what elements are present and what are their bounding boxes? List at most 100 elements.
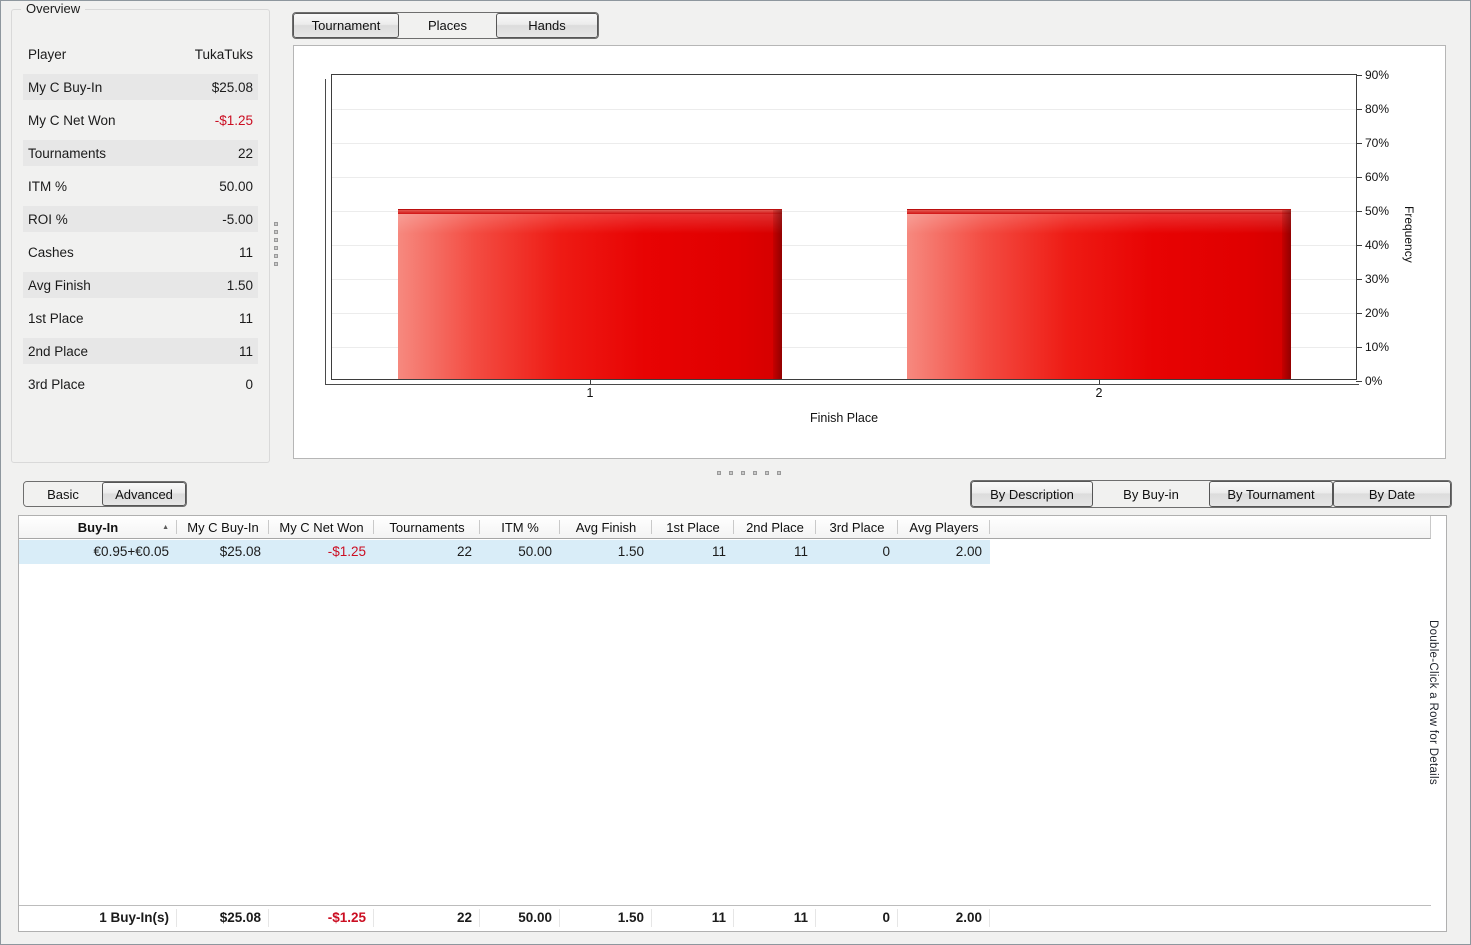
overview-stats-list: Player TukaTuks My C Buy-In $25.08 My C Net …: [23, 41, 258, 404]
finish-place-bar-chart: Finish Place 0% 10% 20% 30% 40% 50% 60% 70% 80% 9…: [325, 68, 1389, 425]
column-header-my-c-net-won[interactable]: My C Net Won: [269, 516, 374, 538]
overview-row-label: Player: [28, 46, 67, 62]
y-axis-tick-label: 90%: [1365, 68, 1390, 82]
overview-row: My C Net Won -$1.25: [23, 107, 258, 133]
gridline: [332, 109, 1356, 110]
grouping-button-bar: By Description By Buy-in By Tournament By D…: [970, 480, 1452, 508]
y-axis-tick-label: 0%: [1365, 374, 1383, 388]
footer-cell: 11: [734, 906, 816, 930]
x-axis-tick-label: 1: [586, 386, 594, 400]
splitter-grip-dot: [273, 222, 278, 226]
y-axis-tick: [1356, 245, 1362, 246]
footer-cell: $25.08: [177, 906, 269, 930]
x-axis-tick-label: 2: [1095, 386, 1103, 400]
y-axis-tick: [1356, 313, 1362, 314]
table-cell: 2.00: [955, 544, 982, 559]
overview-row: My C Buy-In $25.08: [23, 74, 258, 100]
overview-row-label: 3rd Place: [28, 376, 86, 392]
y-axis-tick-label: 40%: [1365, 238, 1390, 252]
tab-places[interactable]: Places: [399, 13, 496, 38]
x-axis-tick: [590, 379, 591, 384]
button-by-date[interactable]: By Date: [1333, 481, 1451, 507]
sort-ascending-icon: ▲: [162, 523, 169, 531]
table-row[interactable]: €0.95+€0.05 $25.08 -$1.25 22 50.00 1.50 11 11 0 2…: [19, 540, 990, 564]
results-table-panel: Buy-In ▲ My C Buy-In My C Net Won Tournament…: [18, 515, 1447, 932]
splitter-grip-dot: [729, 471, 733, 475]
vertical-splitter[interactable]: [272, 218, 279, 270]
overview-row-label: ROI %: [28, 211, 68, 227]
table-cell: 50.00: [518, 544, 552, 559]
y-axis-tick: [1356, 177, 1362, 178]
frequency-bar: [907, 209, 1291, 379]
splitter-grip-dot: [777, 471, 781, 475]
footer-cell: 50.00: [480, 906, 560, 930]
y-axis-tick-label: 20%: [1365, 306, 1390, 320]
y-axis-tick-label: 60%: [1365, 170, 1390, 184]
overview-row-value: 22: [237, 145, 253, 161]
column-header-avg-players[interactable]: Avg Players: [898, 516, 990, 538]
footer-cell: 1 Buy-In(s): [19, 906, 177, 930]
column-header-tournaments[interactable]: Tournaments: [374, 516, 480, 538]
overview-row-value: 0: [245, 376, 253, 392]
table-cell: $25.08: [219, 544, 261, 559]
column-header-avg-finish[interactable]: Avg Finish: [560, 516, 652, 538]
tab-hands[interactable]: Hands: [496, 13, 598, 38]
button-by-description[interactable]: By Description: [971, 481, 1093, 507]
column-header-2nd-place[interactable]: 2nd Place: [734, 516, 816, 538]
button-by-buy-in[interactable]: By Buy-in: [1093, 481, 1209, 507]
footer-cell: 0: [816, 906, 898, 930]
footer-cell: 2.00: [898, 906, 990, 930]
y-axis-tick-label: 80%: [1365, 102, 1390, 116]
footer-cell: -$1.25: [269, 906, 374, 930]
overview-row-label: Cashes: [28, 244, 74, 260]
button-by-tournament[interactable]: By Tournament: [1209, 481, 1333, 507]
table-cell: 22: [456, 544, 472, 559]
y-axis-tick: [1356, 75, 1362, 76]
splitter-grip-dot: [273, 246, 278, 250]
table-cell: €0.95+€0.05: [93, 544, 169, 559]
overview-row-value: 50.00: [219, 178, 253, 194]
double-click-hint: Double-Click a Row for Details: [1427, 620, 1439, 785]
overview-row-label: ITM %: [28, 178, 67, 194]
overview-row: 3rd Place 0: [23, 371, 258, 397]
overview-row-label: Tournaments: [28, 145, 107, 161]
splitter-grip-dot: [741, 471, 745, 475]
overview-row: 1st Place 11: [23, 305, 258, 331]
overview-row-value: 11: [238, 343, 253, 359]
overview-row-label: 1st Place: [28, 310, 84, 326]
column-header-3rd-place[interactable]: 3rd Place: [816, 516, 898, 538]
overview-row-label: My C Net Won: [28, 112, 116, 128]
column-header-my-c-buy-in[interactable]: My C Buy-In: [177, 516, 269, 538]
y-axis-tick: [1356, 381, 1362, 382]
y-axis-title: Frequency: [1402, 206, 1416, 263]
overview-row: 2nd Place 11: [23, 338, 258, 364]
column-header-buy-in[interactable]: Buy-In ▲: [19, 516, 177, 538]
y-axis-tick-label: 10%: [1365, 340, 1390, 354]
y-axis-tick: [1356, 143, 1362, 144]
overview-title: Overview: [21, 1, 86, 16]
splitter-grip-dot: [273, 254, 278, 258]
gridline: [332, 313, 1356, 314]
horizontal-splitter[interactable]: [713, 469, 785, 477]
y-axis-tick-label: 70%: [1365, 136, 1390, 150]
overview-row: ROI % -5.00: [23, 206, 258, 232]
overview-row-value: 11: [238, 244, 253, 260]
tab-advanced[interactable]: Advanced: [102, 482, 186, 506]
overview-row: Avg Finish 1.50: [23, 272, 258, 298]
column-header-1st-place[interactable]: 1st Place: [652, 516, 734, 538]
chart-tab-bar: Tournament Places Hands: [292, 12, 599, 39]
y-axis-tick: [1356, 109, 1362, 110]
overview-row: Cashes 11: [23, 239, 258, 265]
overview-row-value: 1.50: [226, 277, 253, 293]
gridline: [332, 279, 1356, 280]
gridline: [332, 347, 1356, 348]
column-header-itm-[interactable]: ITM %: [480, 516, 560, 538]
footer-cell: 1.50: [560, 906, 652, 930]
tab-basic[interactable]: Basic: [24, 482, 102, 506]
tab-tournament[interactable]: Tournament: [293, 13, 399, 38]
stats-mode-tab-bar: Basic Advanced: [23, 481, 187, 507]
chart-panel: P ♠ KER TRACKER Finish Place 0%10%20%30%…: [293, 45, 1446, 459]
table-footer-row: 1 Buy-In(s) $25.08 -$1.25 22 50.00 1.50 11 11 0 2…: [19, 905, 1431, 930]
gridline: [332, 211, 1356, 212]
